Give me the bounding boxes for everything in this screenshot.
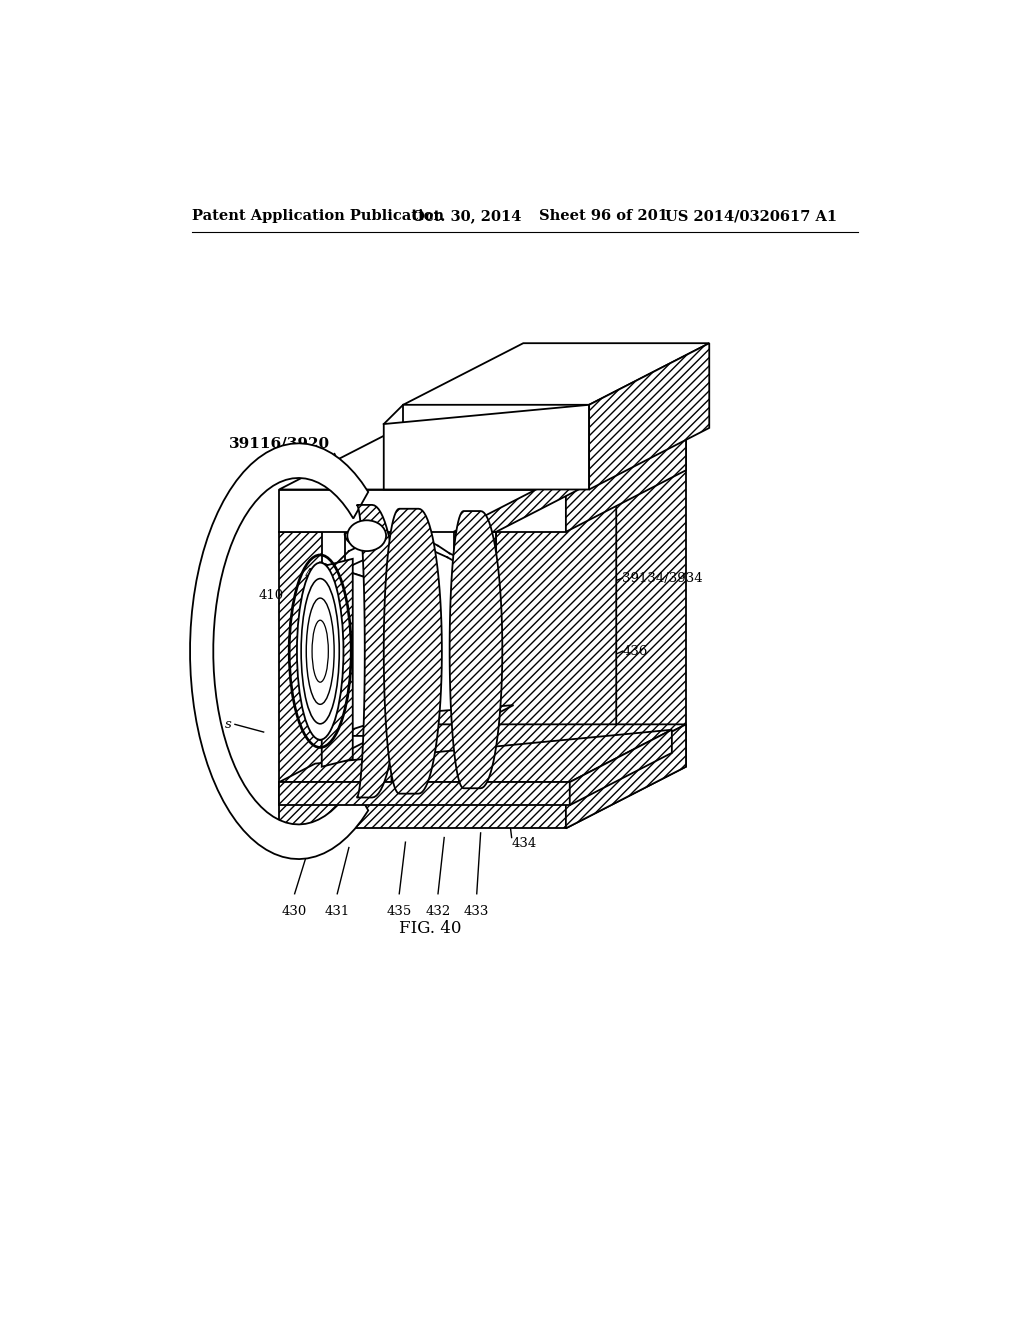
Polygon shape [391, 529, 423, 780]
Text: Patent Application Publication: Patent Application Publication [191, 209, 443, 223]
Ellipse shape [306, 598, 334, 705]
Text: 434: 434 [512, 837, 537, 850]
Polygon shape [280, 725, 686, 785]
Polygon shape [280, 730, 672, 781]
Ellipse shape [312, 620, 329, 682]
Text: Sheet 96 of 201: Sheet 96 of 201 [539, 209, 668, 223]
Text: 39116/3920: 39116/3920 [228, 437, 330, 450]
Text: s: s [225, 718, 231, 731]
Polygon shape [566, 428, 686, 532]
Polygon shape [280, 428, 686, 490]
Polygon shape [280, 532, 322, 785]
Polygon shape [322, 705, 514, 737]
Text: 436: 436 [623, 644, 648, 657]
Text: 432: 432 [425, 906, 451, 919]
Polygon shape [280, 490, 566, 532]
Polygon shape [384, 405, 589, 490]
Polygon shape [356, 506, 399, 797]
Text: 39136/3936: 39136/3936 [395, 433, 476, 446]
Polygon shape [280, 781, 569, 805]
Polygon shape [454, 470, 616, 532]
Polygon shape [450, 511, 503, 788]
Text: 435: 435 [387, 906, 412, 919]
Ellipse shape [347, 520, 386, 552]
Polygon shape [496, 470, 616, 785]
Polygon shape [589, 343, 710, 490]
Ellipse shape [301, 578, 339, 723]
Text: 410: 410 [258, 589, 284, 602]
Ellipse shape [297, 562, 343, 739]
Text: 411: 411 [305, 568, 330, 581]
Polygon shape [569, 730, 672, 805]
Polygon shape [280, 785, 566, 829]
Polygon shape [454, 532, 496, 785]
Polygon shape [190, 444, 369, 859]
Polygon shape [403, 343, 710, 405]
Text: Oct. 30, 2014: Oct. 30, 2014 [413, 209, 522, 223]
Text: 431: 431 [325, 906, 350, 919]
Text: 433: 433 [464, 906, 489, 919]
Polygon shape [322, 532, 454, 785]
Text: 39134/3934: 39134/3934 [623, 572, 703, 585]
Text: US 2014/0320617 A1: US 2014/0320617 A1 [665, 209, 838, 223]
Polygon shape [384, 508, 442, 793]
Polygon shape [566, 428, 686, 829]
Polygon shape [321, 562, 391, 739]
Polygon shape [322, 558, 352, 767]
Text: 39132/3932: 39132/3932 [343, 471, 424, 484]
Text: FIG. 40: FIG. 40 [399, 920, 462, 937]
Polygon shape [566, 725, 686, 829]
Text: 430: 430 [282, 906, 307, 919]
